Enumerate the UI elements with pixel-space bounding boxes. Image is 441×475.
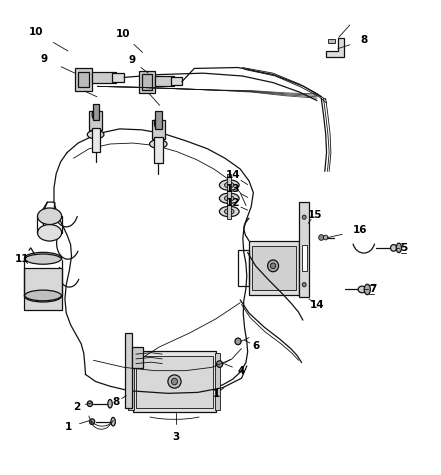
Bar bbox=[24, 268, 62, 310]
Bar bbox=[253, 246, 296, 290]
Bar bbox=[139, 71, 155, 94]
Text: 3: 3 bbox=[172, 432, 179, 442]
Ellipse shape bbox=[319, 235, 324, 240]
Text: 6: 6 bbox=[253, 341, 260, 351]
Ellipse shape bbox=[37, 225, 62, 241]
Bar bbox=[238, 250, 249, 285]
Ellipse shape bbox=[224, 182, 234, 188]
Ellipse shape bbox=[90, 419, 95, 425]
Text: 1: 1 bbox=[64, 422, 71, 432]
Text: 13: 13 bbox=[225, 184, 240, 194]
Ellipse shape bbox=[270, 263, 276, 269]
Ellipse shape bbox=[37, 208, 62, 225]
Bar bbox=[152, 120, 165, 139]
Bar bbox=[249, 241, 299, 295]
Text: 9: 9 bbox=[128, 56, 135, 66]
Bar bbox=[133, 351, 216, 412]
Bar bbox=[142, 74, 152, 90]
Ellipse shape bbox=[154, 117, 162, 129]
Bar bbox=[90, 111, 102, 130]
Ellipse shape bbox=[108, 399, 112, 408]
Bar bbox=[171, 77, 182, 86]
Ellipse shape bbox=[224, 196, 234, 201]
Text: 14: 14 bbox=[310, 300, 324, 310]
Bar bbox=[93, 104, 99, 120]
Text: 8: 8 bbox=[361, 35, 368, 45]
Text: 11: 11 bbox=[15, 254, 30, 264]
Ellipse shape bbox=[235, 338, 241, 345]
Bar bbox=[78, 72, 89, 87]
Bar bbox=[215, 353, 220, 410]
Bar bbox=[75, 68, 92, 91]
Bar bbox=[92, 128, 100, 152]
Text: 2: 2 bbox=[73, 401, 80, 411]
Ellipse shape bbox=[87, 401, 93, 407]
Ellipse shape bbox=[220, 180, 239, 190]
Ellipse shape bbox=[92, 110, 99, 120]
Ellipse shape bbox=[220, 206, 239, 217]
Ellipse shape bbox=[111, 418, 116, 426]
Ellipse shape bbox=[24, 290, 62, 302]
Ellipse shape bbox=[268, 260, 279, 272]
Text: 10: 10 bbox=[116, 29, 131, 39]
Bar bbox=[125, 333, 132, 408]
Ellipse shape bbox=[217, 361, 223, 367]
Bar bbox=[136, 356, 213, 408]
Text: 5: 5 bbox=[400, 243, 407, 253]
Ellipse shape bbox=[172, 378, 178, 385]
Text: 9: 9 bbox=[41, 54, 48, 64]
Ellipse shape bbox=[396, 243, 401, 253]
Text: 12: 12 bbox=[225, 199, 240, 209]
Bar bbox=[128, 353, 134, 410]
Text: 16: 16 bbox=[353, 226, 367, 236]
Bar bbox=[299, 202, 309, 296]
Bar bbox=[227, 174, 232, 218]
Text: 1: 1 bbox=[213, 390, 220, 399]
Text: 14: 14 bbox=[225, 170, 240, 180]
Ellipse shape bbox=[224, 209, 234, 214]
Ellipse shape bbox=[364, 284, 370, 294]
Bar bbox=[92, 72, 116, 83]
Ellipse shape bbox=[302, 283, 306, 287]
Ellipse shape bbox=[302, 215, 306, 219]
Ellipse shape bbox=[149, 140, 167, 148]
Bar bbox=[302, 245, 307, 271]
Polygon shape bbox=[328, 39, 335, 43]
Polygon shape bbox=[325, 38, 344, 57]
Bar bbox=[132, 347, 143, 368]
Text: 8: 8 bbox=[112, 397, 120, 407]
Text: 15: 15 bbox=[307, 210, 322, 220]
Ellipse shape bbox=[324, 235, 328, 240]
Ellipse shape bbox=[391, 245, 396, 251]
Bar bbox=[155, 111, 162, 129]
Text: 7: 7 bbox=[369, 285, 377, 294]
Ellipse shape bbox=[220, 193, 239, 203]
Text: 10: 10 bbox=[28, 27, 43, 37]
Ellipse shape bbox=[24, 252, 62, 264]
Ellipse shape bbox=[358, 286, 366, 293]
Bar bbox=[155, 76, 175, 86]
Bar bbox=[154, 137, 163, 163]
Bar bbox=[112, 73, 124, 82]
Ellipse shape bbox=[87, 130, 104, 139]
Ellipse shape bbox=[168, 375, 181, 388]
Text: 4: 4 bbox=[238, 366, 245, 376]
